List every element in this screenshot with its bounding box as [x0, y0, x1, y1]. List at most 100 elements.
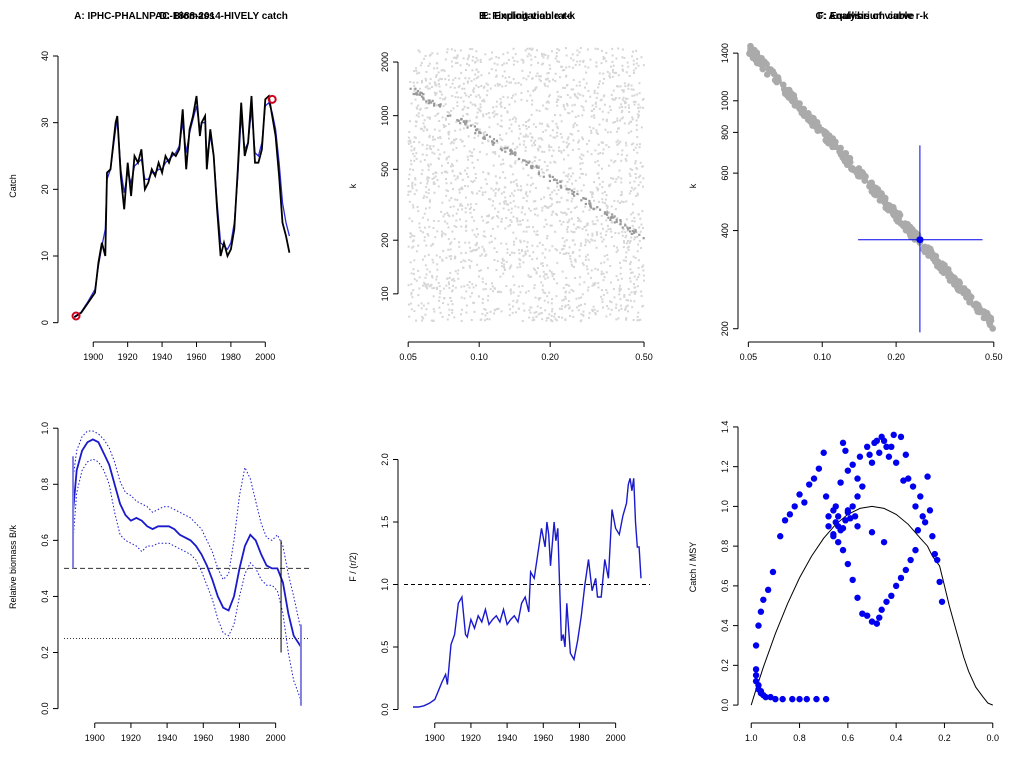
- rk-sample-point: [550, 314, 553, 317]
- catch-biomass-point: [791, 503, 798, 510]
- viable-rk-point: [462, 120, 466, 123]
- rk-sample-point: [444, 170, 447, 173]
- rk-sample-point: [409, 120, 412, 123]
- rk-sample-point: [567, 304, 570, 307]
- rk-sample-point: [550, 146, 553, 149]
- rk-sample-point: [613, 71, 616, 74]
- rk-sample-point: [504, 145, 507, 148]
- viable-rk-point: [867, 180, 874, 187]
- rk-sample-point: [595, 65, 598, 68]
- rk-sample-point: [413, 148, 416, 151]
- rk-sample-point: [449, 243, 452, 246]
- rk-sample-point: [621, 48, 624, 51]
- rk-sample-point: [580, 189, 583, 192]
- rk-sample-point: [486, 215, 489, 218]
- rk-sample-point: [485, 82, 488, 85]
- rk-sample-point: [449, 142, 452, 145]
- rk-sample-point: [550, 302, 553, 305]
- rk-sample-point: [555, 51, 558, 54]
- rk-sample-point: [415, 157, 418, 160]
- rk-sample-point: [478, 190, 481, 193]
- rk-sample-point: [594, 313, 597, 316]
- rk-sample-point: [484, 319, 487, 322]
- rk-sample-point: [542, 291, 545, 294]
- rk-sample-point: [617, 317, 620, 320]
- viable-rk-point: [439, 103, 442, 106]
- rk-sample-point: [619, 119, 622, 122]
- rk-sample-point: [494, 175, 497, 178]
- rk-sample-point: [505, 62, 508, 65]
- rk-sample-point: [637, 103, 640, 106]
- rk-sample-point: [525, 133, 528, 136]
- rk-sample-point: [440, 164, 443, 167]
- rk-sample-point: [596, 189, 599, 192]
- rk-sample-point: [617, 74, 620, 77]
- rk-sample-point: [476, 248, 479, 251]
- rk-sample-point: [616, 130, 619, 133]
- rk-sample-point: [443, 69, 446, 72]
- rk-sample-point: [412, 81, 415, 84]
- rk-sample-point: [576, 306, 579, 309]
- rk-sample-point: [578, 255, 581, 258]
- rk-sample-point: [568, 178, 571, 181]
- rk-sample-point: [551, 275, 554, 278]
- rk-sample-point: [512, 215, 515, 218]
- rk-sample-point: [452, 284, 455, 287]
- rk-sample-point: [541, 318, 544, 321]
- rk-sample-point: [456, 61, 459, 64]
- rk-sample-point: [607, 307, 610, 310]
- y-tick-label: 0.0: [380, 703, 390, 716]
- rk-sample-point: [500, 105, 503, 108]
- rk-sample-point: [469, 246, 472, 249]
- rk-sample-point: [538, 78, 541, 81]
- catch-biomass-point: [931, 550, 938, 558]
- rk-sample-point: [544, 54, 547, 57]
- rk-sample-point: [602, 58, 605, 61]
- rk-sample-point: [559, 114, 562, 117]
- rk-sample-point: [465, 172, 468, 175]
- rk-sample-point: [516, 60, 519, 63]
- viable-rk-point: [422, 96, 425, 99]
- rk-sample-point: [477, 86, 480, 89]
- rk-sample-point: [596, 132, 599, 135]
- viable-rk-point: [615, 220, 618, 224]
- rk-sample-point: [562, 105, 565, 108]
- rk-sample-point: [558, 149, 561, 152]
- rk-sample-point: [468, 77, 471, 80]
- rk-sample-point: [548, 269, 551, 272]
- rk-sample-point: [439, 290, 442, 293]
- rk-sample-point: [596, 160, 599, 163]
- rk-sample-point: [438, 119, 441, 122]
- rk-sample-point: [486, 312, 489, 315]
- rk-sample-point: [584, 225, 587, 228]
- rk-sample-point: [590, 131, 593, 134]
- rk-sample-point: [468, 207, 471, 210]
- rk-sample-point: [448, 286, 451, 289]
- viable-rk-point: [542, 175, 545, 178]
- rk-sample-point: [490, 240, 493, 243]
- rk-sample-point: [545, 101, 548, 104]
- catch-biomass-point: [856, 453, 864, 460]
- rk-sample-point: [631, 55, 634, 58]
- rk-sample-point: [527, 290, 530, 293]
- y-tick-label: 40: [40, 51, 50, 61]
- rk-sample-point: [578, 283, 581, 286]
- catch-biomass-point: [842, 517, 849, 524]
- rk-sample-point: [488, 318, 491, 321]
- rk-sample-point: [410, 283, 413, 286]
- rk-sample-point: [407, 190, 410, 193]
- rk-sample-point: [641, 165, 644, 168]
- rk-sample-point: [594, 161, 597, 164]
- rk-sample-point: [472, 286, 475, 289]
- rk-sample-point: [486, 266, 489, 269]
- rk-sample-point: [410, 145, 413, 148]
- rk-sample-point: [565, 228, 568, 231]
- rk-sample-point: [445, 256, 448, 259]
- rk-sample-point: [407, 245, 410, 248]
- rk-sample-point: [498, 155, 501, 158]
- catch-biomass-point: [936, 578, 943, 586]
- rk-sample-point: [579, 60, 582, 63]
- rk-sample-point: [516, 146, 519, 149]
- rk-sample-point: [639, 106, 642, 109]
- rk-sample-point: [475, 84, 478, 87]
